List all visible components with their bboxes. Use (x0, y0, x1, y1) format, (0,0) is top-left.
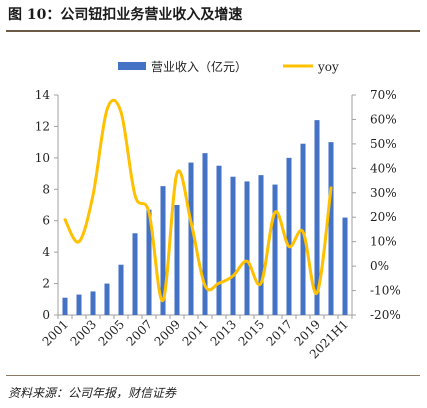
revenue-bar (118, 265, 123, 315)
revenue-bar (328, 142, 333, 315)
right-tick-label: 60% (370, 112, 397, 126)
revenue-bar (286, 158, 291, 315)
right-tick-label: -10% (370, 284, 401, 298)
x-tick-label: 2009 (152, 317, 183, 348)
revenue-bar (174, 205, 179, 315)
left-tick-label: 10 (35, 151, 50, 165)
revenue-bar (230, 177, 235, 315)
revenue-bar (76, 295, 81, 315)
left-tick-label: 14 (35, 88, 51, 102)
left-tick-label: 2 (42, 277, 50, 291)
revenue-bar (132, 233, 137, 315)
left-tick-label: 4 (42, 245, 50, 259)
x-tick-label: 2017 (264, 317, 295, 348)
x-tick-label: 2013 (208, 317, 239, 348)
revenue-bar (90, 291, 95, 315)
x-tick-label: 2005 (96, 317, 127, 348)
right-tick-label: 40% (370, 161, 397, 175)
revenue-bar (104, 284, 109, 315)
revenue-bar (202, 153, 207, 315)
revenue-bar (272, 185, 277, 315)
right-tick-label: 30% (370, 186, 397, 200)
x-tick-label: 2011 (180, 317, 211, 348)
right-tick-label: 70% (370, 88, 397, 102)
revenue-bar (258, 175, 263, 315)
legend-line-label: yoy (317, 60, 339, 74)
right-tick-label: -20% (370, 308, 401, 322)
revenue-bar (244, 181, 249, 315)
left-tick-label: 8 (42, 182, 50, 196)
x-tick-label: 2015 (236, 317, 267, 348)
right-tick-label: 20% (370, 210, 397, 224)
revenue-bar (62, 298, 67, 315)
revenue-bar (342, 218, 347, 315)
right-tick-label: 50% (370, 137, 397, 151)
revenue-bar (216, 166, 221, 315)
revenue-bar (188, 163, 193, 315)
right-tick-label: 10% (370, 235, 397, 249)
source-note: 资料来源：公司年报，财信证券 (8, 384, 176, 401)
x-tick-label: 2003 (68, 317, 99, 348)
legend-bar-label: 营业收入（亿元） (151, 59, 247, 74)
left-tick-label: 0 (42, 308, 50, 322)
right-tick-label: 0% (370, 259, 389, 273)
legend-bar-swatch (118, 62, 146, 70)
source-rule (6, 375, 420, 376)
left-tick-label: 6 (42, 214, 50, 228)
x-tick-label: 2007 (124, 317, 155, 348)
left-tick-label: 12 (35, 119, 50, 133)
